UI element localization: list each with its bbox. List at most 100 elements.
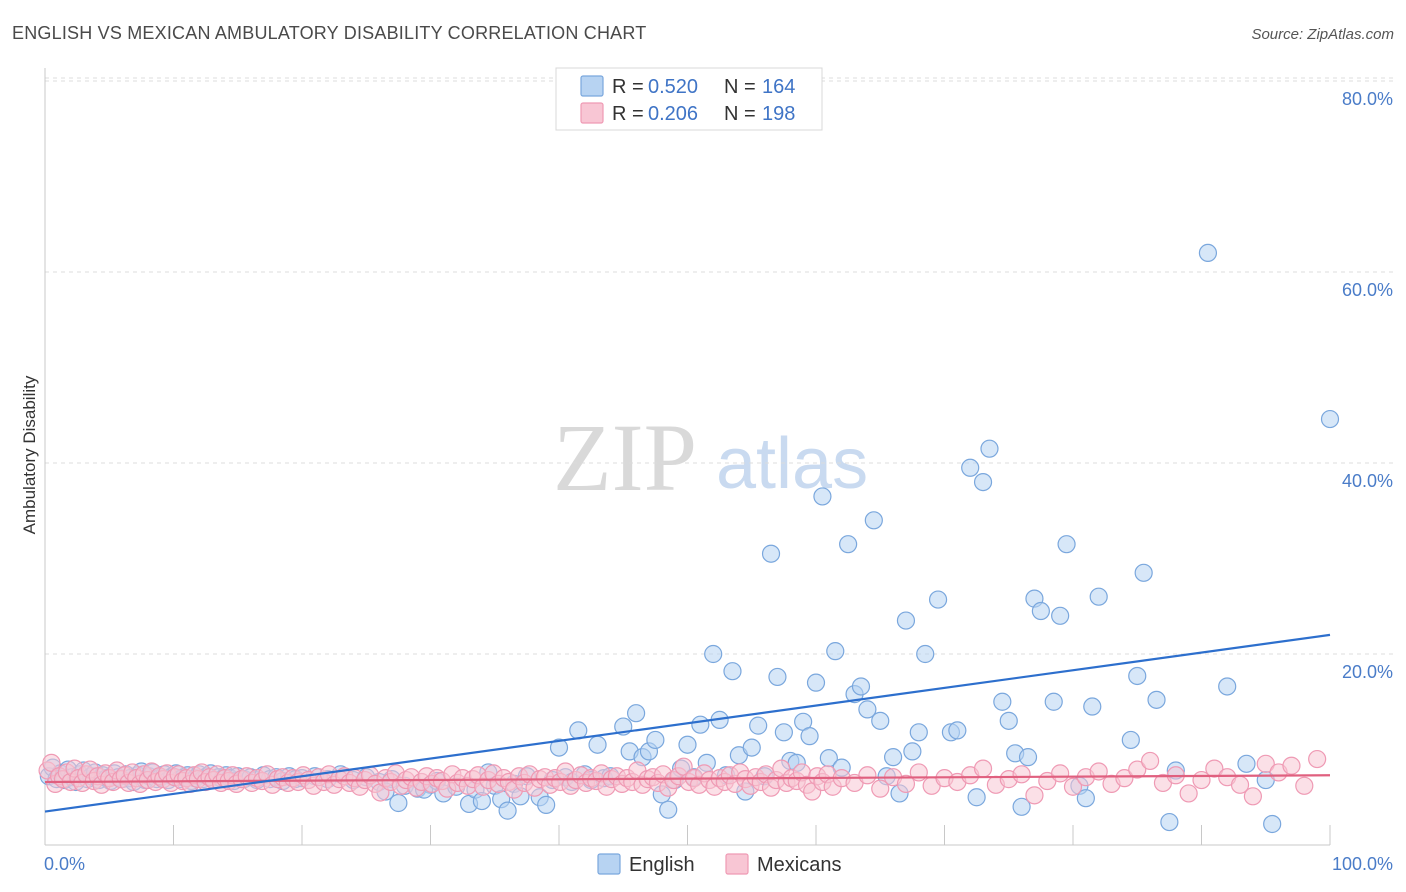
english-point [537,795,556,814]
legend-english-swatch [580,75,604,97]
english-point [1218,677,1237,696]
english-point [1083,697,1102,716]
mexicans-point [1140,751,1160,771]
english-point [1198,243,1218,262]
mexicans-point [858,766,877,785]
legend-english-r-value: 0.520 [648,76,698,98]
english-point [498,801,517,820]
english-point [883,748,903,767]
watermark-zip: ZIP [553,404,697,511]
english-point [909,723,928,742]
english-point [980,439,999,458]
mexicans-point [871,779,890,798]
correlation-legend: R = 0.520 N = 164 R = 0.206 N = 198 [555,67,823,131]
chart-title: ENGLISH VS MEXICAN AMBULATORY DISABILITY… [12,23,646,43]
bottom-legend-mexicans-swatch [725,853,749,875]
watermark-atlas: atlas [716,424,868,504]
mexicans-point [1051,764,1070,783]
mexicans-point [1295,776,1314,795]
english-point [864,511,883,530]
english-point [1051,606,1070,625]
mexicans-point [1256,754,1275,773]
english-point [626,704,646,723]
english-point [806,673,826,692]
english-point [851,677,871,696]
english-point [903,742,922,761]
english-point [1134,563,1153,582]
english-point [1320,409,1340,429]
mexicans-point [1128,760,1147,779]
mexicans-point [1282,756,1301,775]
english-series [39,243,1340,834]
english-point [761,544,781,563]
english-point [993,692,1012,711]
y-axis-label: Ambulatory Disability [20,375,39,534]
english-point [800,727,819,746]
legend-mexicans-n-label: N = [724,103,756,125]
trend-lines [44,633,1331,813]
legend-english-r-label: R = [612,76,644,98]
bottom-legend-english-swatch [597,853,621,875]
english-point [839,535,858,554]
y-tick-label-1: 40.0% [1342,471,1393,491]
y-tick-label-0: 20.0% [1342,662,1393,682]
grid [45,77,1394,655]
watermark: ZIP atlas [553,404,868,511]
english-point [742,738,761,757]
english-point [549,738,569,757]
y-axis-ticks: 20.0% 40.0% 60.0% 80.0% [1342,89,1393,682]
english-point [1147,690,1166,709]
english-point [1012,797,1031,816]
bottom-legend-english-label: English [629,854,695,876]
english-point [659,800,678,819]
english-point [1237,754,1256,773]
english-point [1018,748,1038,767]
chart-source: Source: ZipAtlas.com [1251,26,1394,43]
english-point [973,473,993,492]
english-point [1044,692,1063,711]
english-point [389,793,408,813]
english-point [916,644,935,664]
english-trend-line [44,633,1331,813]
english-point [948,721,967,740]
english-point [1076,789,1095,808]
mexicans-point [1025,786,1044,805]
legend-mexicans-swatch [580,102,604,124]
mexicans-point [42,753,61,772]
mexicans-point [1205,759,1224,778]
legend-mexicans-r-label: R = [612,103,644,125]
x-tick-label-start: 0.0% [44,854,85,874]
mexicans-point [1243,787,1263,806]
legend-english-n-value: 164 [762,76,795,98]
english-point [678,735,697,754]
english-point [826,642,845,661]
x-tick-label-end: 100.0% [1332,854,1393,874]
english-point [749,716,768,735]
english-point [691,715,710,734]
y-tick-label-3: 80.0% [1342,89,1393,109]
mexicans-point [973,759,993,778]
english-point [704,644,723,664]
english-point [1057,535,1076,554]
legend-mexicans-r-value: 0.206 [648,103,698,125]
english-point [1263,814,1282,834]
english-point [1121,730,1140,750]
english-point [1160,812,1179,832]
english-point [961,458,980,477]
english-point [896,611,916,630]
bottom-legend-mexicans-label: Mexicans [757,854,841,876]
english-point [858,700,877,719]
legend-mexicans-n-value: 198 [762,103,795,125]
english-point [588,735,607,754]
series-legend: English Mexicans [597,853,841,876]
english-point [1089,587,1108,606]
mexicans-series [38,749,1327,806]
english-point [928,590,948,609]
english-point [813,487,832,506]
axes [44,68,1331,846]
mexicans-point [1063,777,1083,796]
mexicans-point [1012,765,1031,784]
english-point [1031,601,1050,621]
english-point [768,667,787,687]
